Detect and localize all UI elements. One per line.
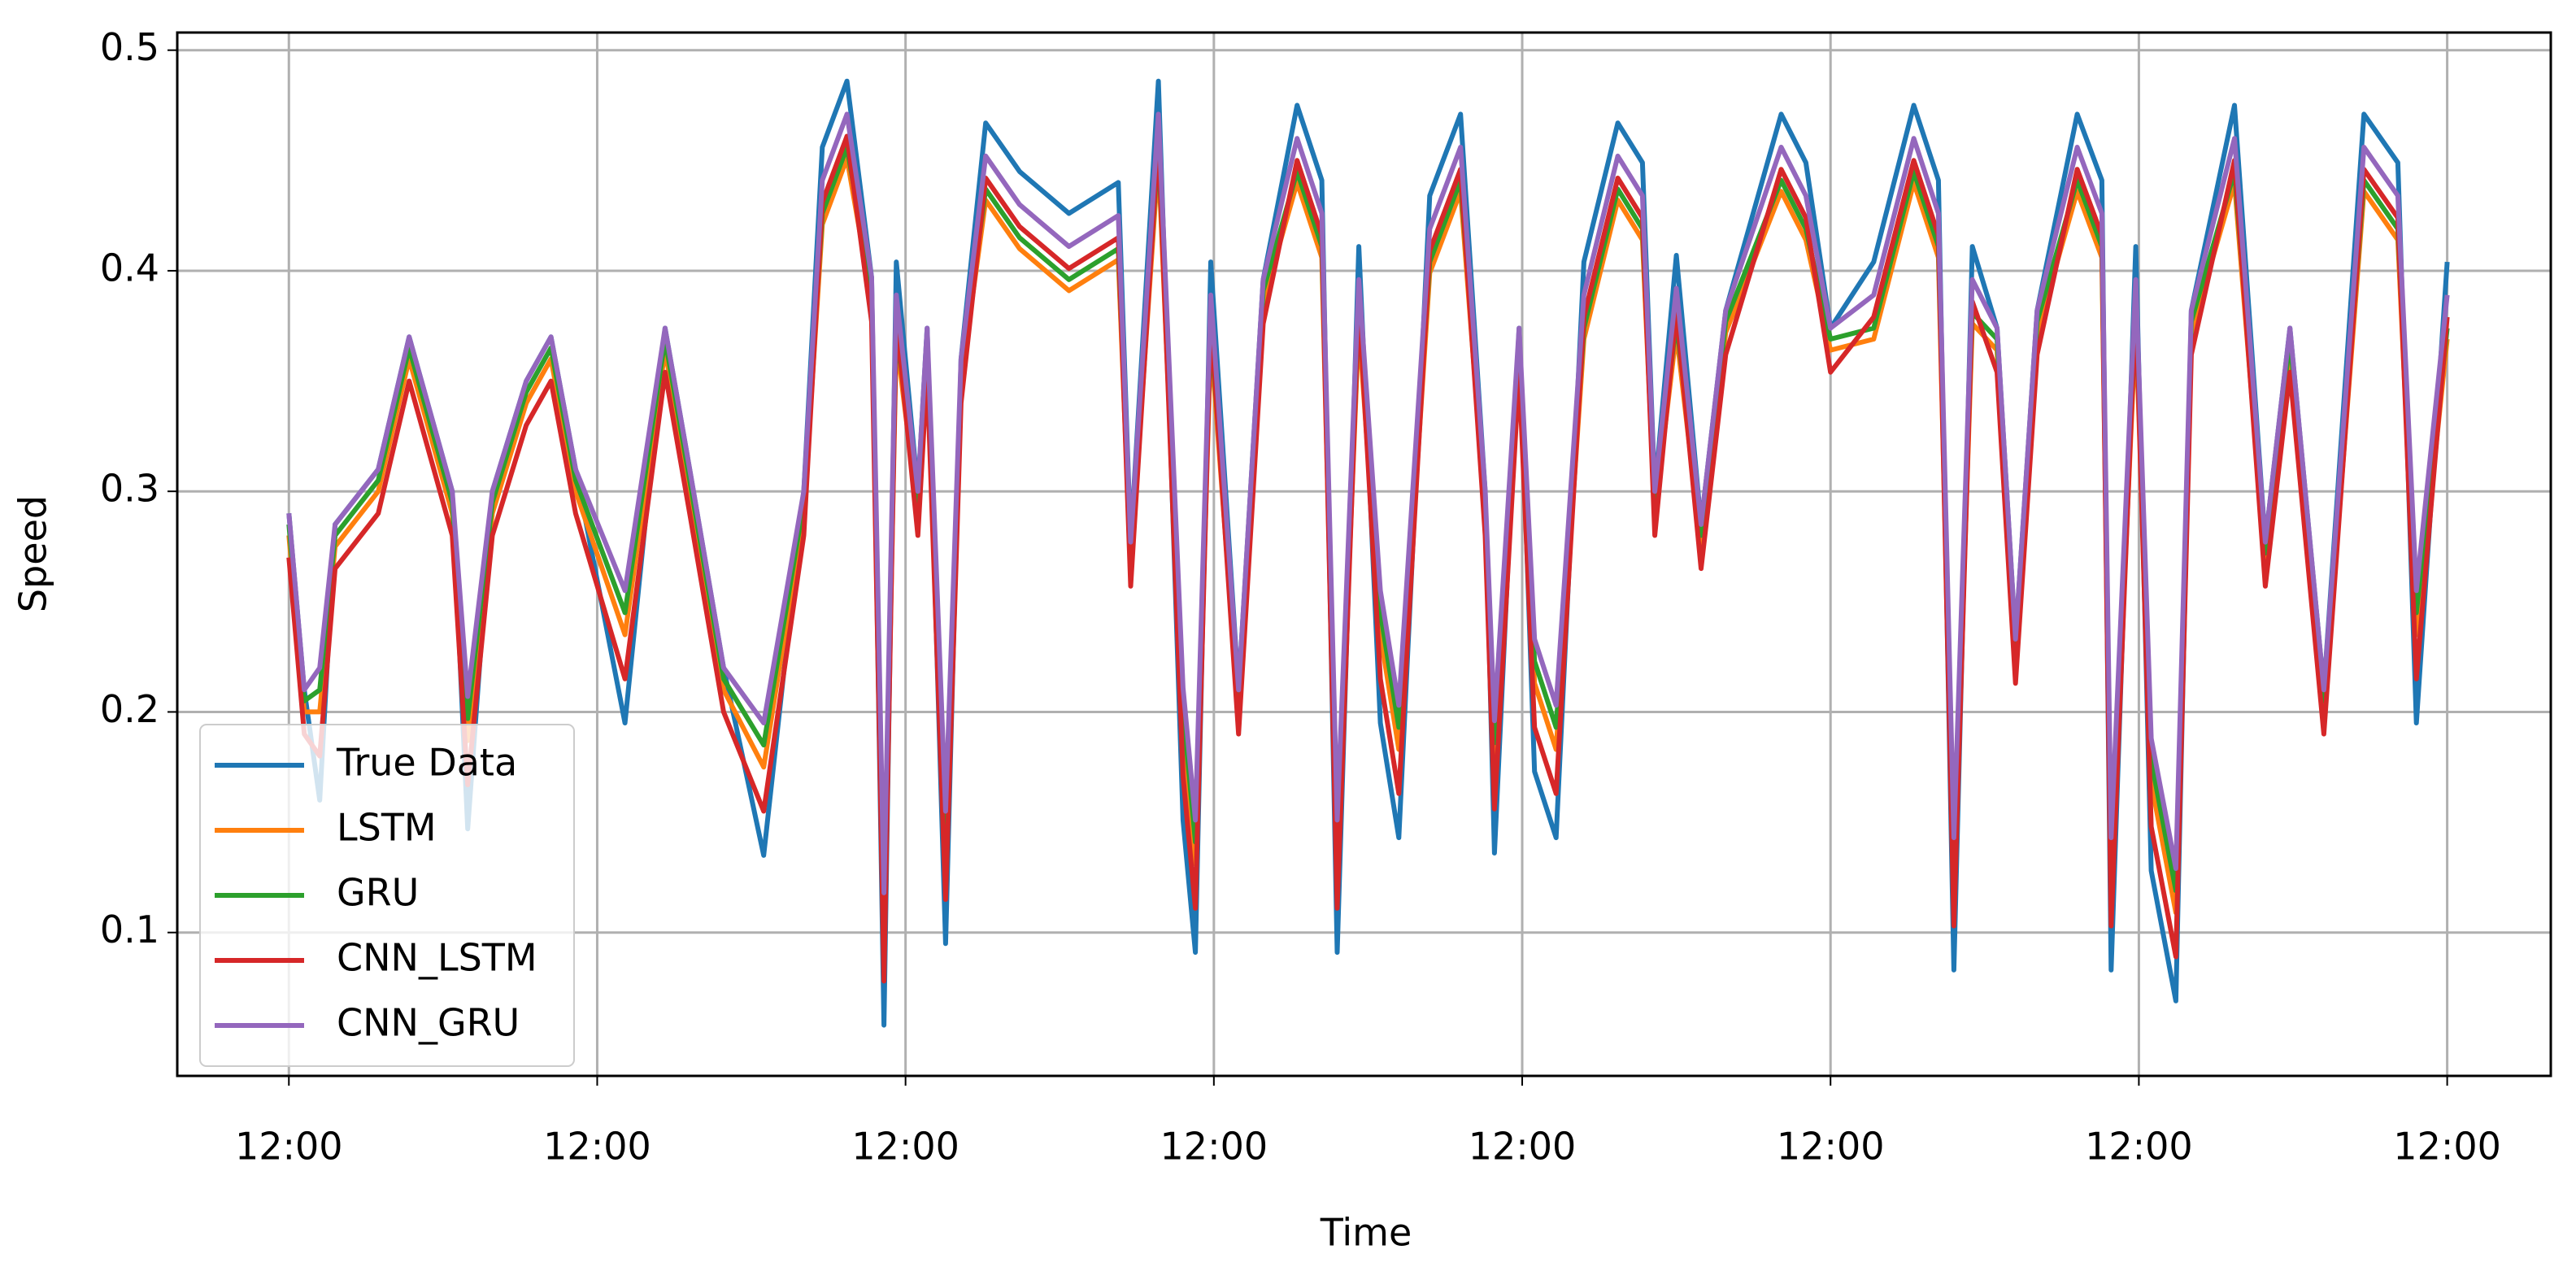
x-tick-label: 12:00 xyxy=(1160,1125,1268,1169)
legend-label: LSTM xyxy=(337,806,437,850)
legend-label: GRU xyxy=(337,871,419,915)
x-tick-label: 12:00 xyxy=(2085,1125,2193,1169)
legend: True Data LSTM GRU CNN_LSTM CNN_GRU xyxy=(199,724,575,1067)
series-line xyxy=(286,111,2450,895)
x-tick-label: 12:00 xyxy=(851,1125,959,1169)
y-tick-label: 0.2 xyxy=(100,687,159,731)
x-axis-label: Time xyxy=(1320,1211,1412,1255)
x-tick-label: 12:00 xyxy=(1469,1125,1577,1169)
x-tick-label: 12:00 xyxy=(543,1125,651,1169)
legend-box xyxy=(199,724,575,1067)
x-tick-label: 12:00 xyxy=(235,1125,343,1169)
y-axis-label: Speed xyxy=(11,495,55,612)
y-tick-label: 0.5 xyxy=(100,25,159,69)
x-tick-label: 12:00 xyxy=(1777,1125,1885,1169)
y-tick-label: 0.4 xyxy=(100,246,159,290)
series-line xyxy=(286,133,2450,984)
plot-frame xyxy=(176,31,2552,1078)
y-tick-label: 0.1 xyxy=(100,908,159,951)
legend-label: True Data xyxy=(336,741,517,785)
legend-label: CNN_GRU xyxy=(337,1001,520,1045)
y-tick-label: 0.3 xyxy=(100,467,159,511)
legend-label: CNN_LSTM xyxy=(337,936,537,980)
x-tick-label: 12:00 xyxy=(2393,1125,2501,1169)
